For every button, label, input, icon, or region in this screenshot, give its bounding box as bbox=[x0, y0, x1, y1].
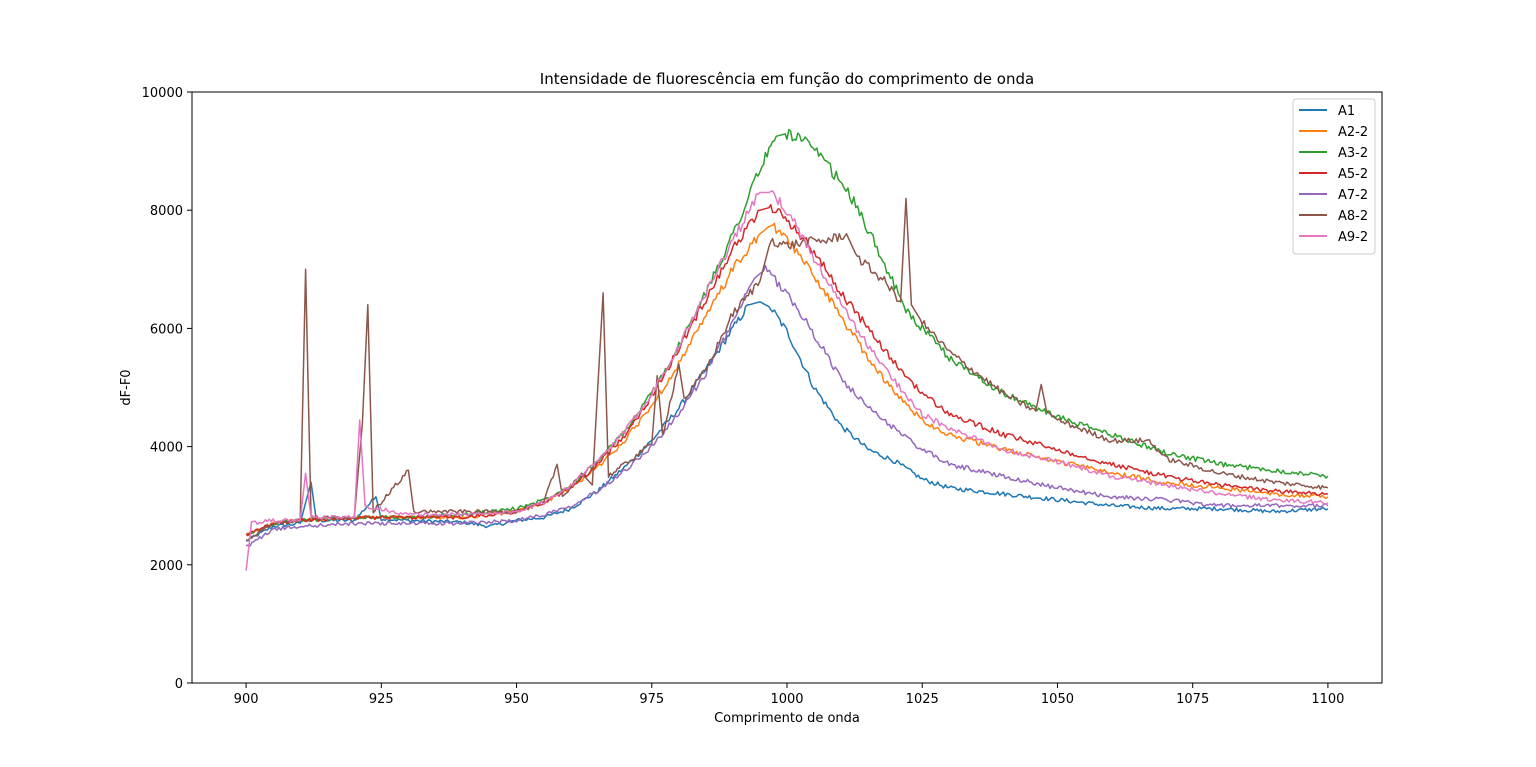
x-tick-label: 975 bbox=[639, 692, 664, 707]
legend-label: A2-2 bbox=[1338, 125, 1368, 140]
y-tick-label: 10000 bbox=[142, 86, 183, 101]
series-layer bbox=[245, 128, 1329, 571]
series-line-a9-2 bbox=[245, 190, 1329, 571]
x-tick-label: 925 bbox=[369, 692, 394, 707]
x-axis-label: Comprimento de onda bbox=[714, 711, 860, 726]
y-tick-label: 2000 bbox=[150, 559, 183, 574]
series-line-a2-2 bbox=[245, 222, 1329, 536]
legend-label: A8-2 bbox=[1338, 209, 1368, 224]
x-tick-label: 1050 bbox=[1041, 692, 1074, 707]
y-tick-label: 8000 bbox=[150, 204, 183, 219]
legend: A1 A2-2 A3-2 A5-2 A7-2 A8-2 A9-2 bbox=[1292, 98, 1376, 255]
legend-label: A7-2 bbox=[1338, 188, 1368, 203]
x-tick-label: 1000 bbox=[770, 692, 803, 707]
x-tick-label: 1100 bbox=[1311, 692, 1344, 707]
legend-label: A1 bbox=[1338, 104, 1355, 119]
y-tick-label: 4000 bbox=[150, 441, 183, 456]
y-tick-label: 0 bbox=[175, 677, 183, 692]
legend-label: A9-2 bbox=[1338, 230, 1368, 245]
x-tick-label: 1025 bbox=[906, 692, 939, 707]
x-axis-ticks: 900 925 950 975 1000 1025 1050 1075 1100 bbox=[234, 683, 1344, 707]
x-tick-label: 900 bbox=[234, 692, 259, 707]
legend-label: A5-2 bbox=[1338, 167, 1368, 182]
y-axis-label: dF-F0 bbox=[119, 369, 134, 405]
x-tick-label: 950 bbox=[504, 692, 529, 707]
series-line-a7-2 bbox=[245, 264, 1329, 547]
legend-label: A3-2 bbox=[1338, 146, 1368, 161]
chart-title: Intensidade de fluorescência em função d… bbox=[540, 70, 1034, 88]
series-line-a5-2 bbox=[245, 203, 1328, 537]
series-line-a8-2 bbox=[245, 197, 1329, 542]
y-tick-label: 6000 bbox=[150, 322, 183, 337]
series-line-a1 bbox=[246, 301, 1329, 542]
x-tick-label: 1075 bbox=[1176, 692, 1209, 707]
y-axis-ticks: 0 2000 4000 6000 8000 10000 bbox=[142, 86, 192, 692]
